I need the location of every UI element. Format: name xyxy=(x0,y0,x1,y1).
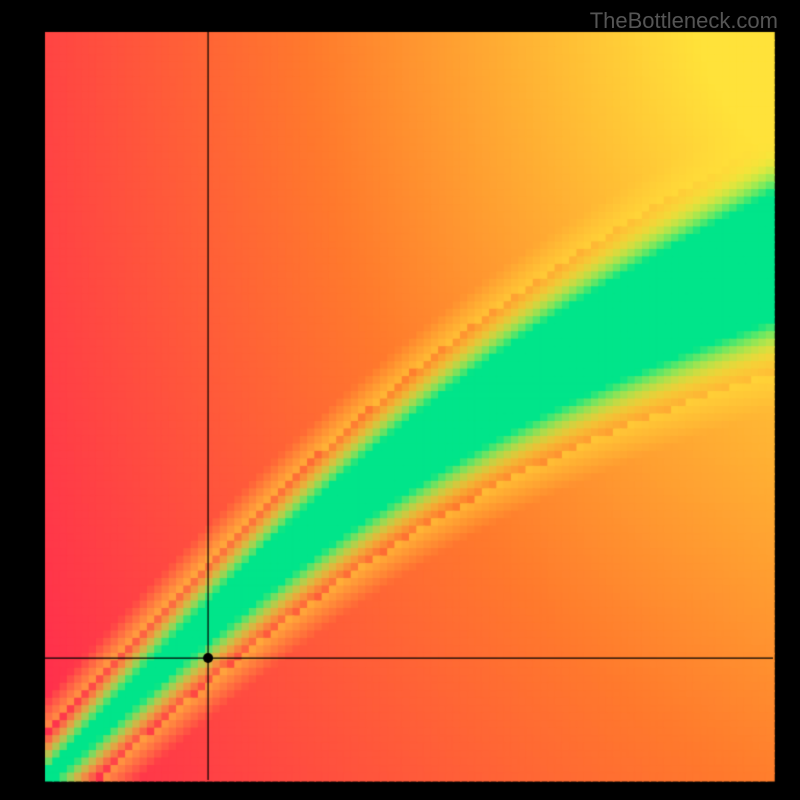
watermark-text: TheBottleneck.com xyxy=(590,8,778,34)
chart-container: TheBottleneck.com xyxy=(0,0,800,800)
heatmap-canvas xyxy=(0,0,800,800)
